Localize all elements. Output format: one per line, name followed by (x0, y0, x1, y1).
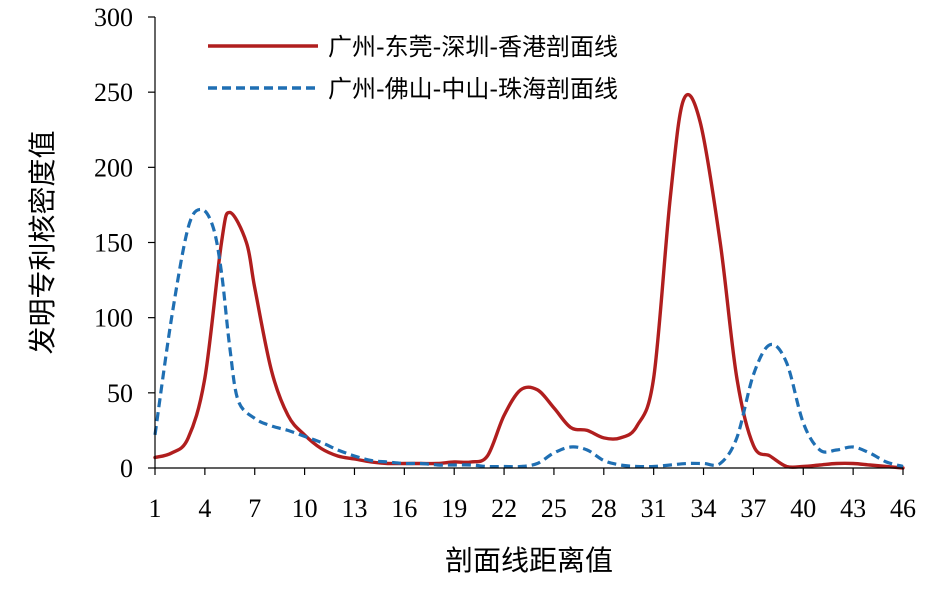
y-tick-label: 0 (120, 454, 133, 483)
x-tick-label: 46 (890, 494, 916, 523)
y-tick-label: 200 (94, 153, 133, 182)
y-tick-label: 250 (94, 78, 133, 107)
x-tick-label: 40 (790, 494, 816, 523)
y-tick-label: 100 (94, 304, 133, 333)
x-tick-label: 43 (840, 494, 866, 523)
legend-label-1: 广州-东莞-深圳-香港剖面线 (328, 33, 618, 61)
series-line-1 (153, 92, 905, 470)
x-tick-label: 19 (441, 494, 467, 523)
series-line-2 (153, 207, 904, 469)
legend-label-2: 广州-佛山-中山-珠海剖面线 (328, 75, 618, 103)
x-tick-label: 16 (391, 494, 417, 523)
x-tick-label: 22 (491, 494, 517, 523)
x-tick-label: 31 (641, 494, 667, 523)
y-axis-title: 发明专利核密度值 (26, 130, 59, 354)
x-axis-title: 剖面线距离值 (445, 544, 613, 577)
x-tick-label: 1 (149, 494, 162, 523)
y-tick-label: 50 (107, 379, 133, 408)
x-tick-label: 4 (198, 494, 211, 523)
x-tick-label: 25 (541, 494, 567, 523)
x-tick-label: 13 (341, 494, 367, 523)
x-tick-label: 37 (740, 494, 766, 523)
x-tick-label: 7 (248, 494, 261, 523)
x-tick-label: 10 (292, 494, 318, 523)
y-tick-label: 300 (94, 3, 133, 32)
plot-area (153, 92, 905, 470)
axes: 0 50 100 150 200 250 300 1 4 7 10 13 16 19 22 25 28 31 34 3… (94, 3, 916, 523)
y-tick-label: 150 (94, 229, 133, 258)
x-tick-label: 34 (691, 494, 717, 523)
x-tick-label: 28 (591, 494, 617, 523)
